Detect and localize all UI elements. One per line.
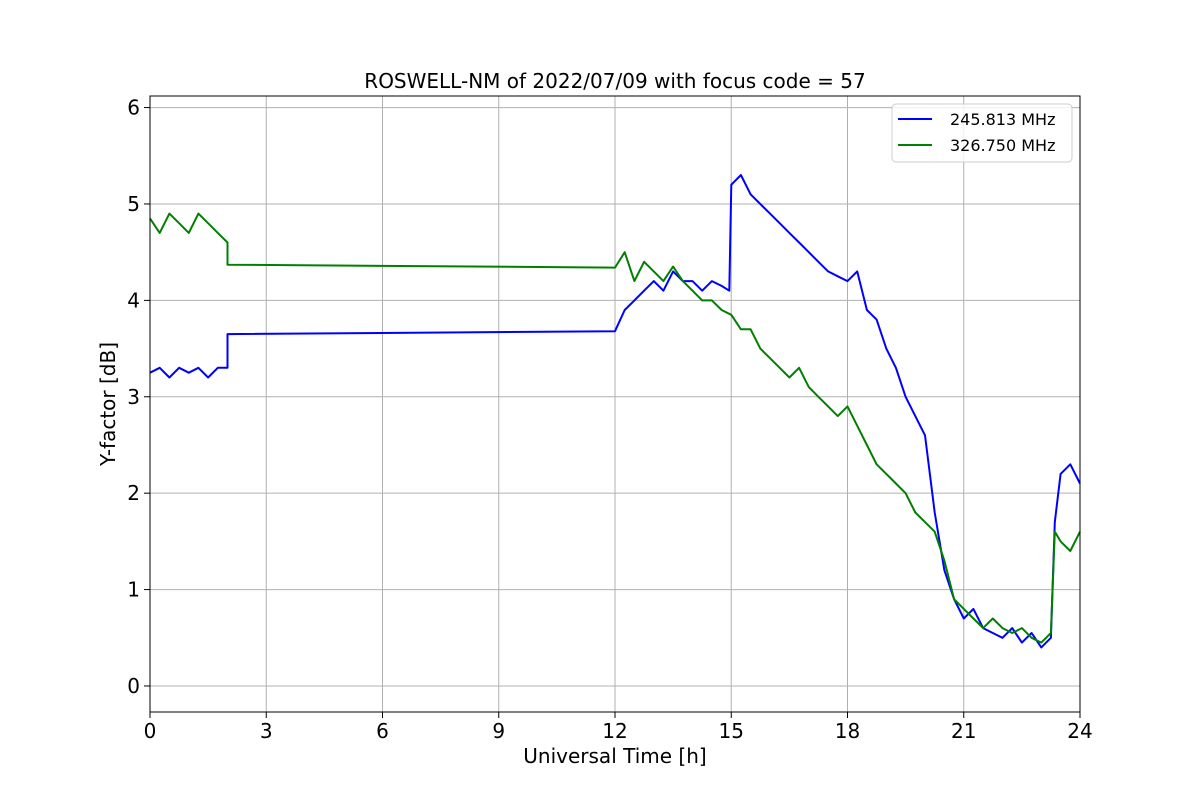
y-tick-label: 6 xyxy=(127,96,140,120)
legend: 245.813 MHz 326.750 MHz xyxy=(891,103,1073,163)
x-tick-label: 12 xyxy=(602,719,627,743)
y-tick-label: 4 xyxy=(127,288,140,312)
series-line-1 xyxy=(149,212,1081,644)
chart-title: ROSWELL-NM of 2022/07/09 with focus code… xyxy=(364,69,865,93)
legend-frame xyxy=(891,103,1073,163)
series-line-0 xyxy=(149,174,1081,649)
y-tick-label: 1 xyxy=(127,578,140,602)
legend-label-326-mhz: 326.750 MHz xyxy=(950,136,1055,155)
y-tick-label: 0 xyxy=(127,674,140,698)
x-tick-label: 3 xyxy=(260,719,273,743)
x-tick-label: 18 xyxy=(835,719,860,743)
x-tick-label: 9 xyxy=(492,719,505,743)
x-tick-label: 6 xyxy=(376,719,389,743)
x-tick-label: 24 xyxy=(1067,719,1092,743)
y-axis-label: Y-factor [dB] xyxy=(96,342,120,467)
x-tick-label: 15 xyxy=(719,719,744,743)
y-tick-label: 5 xyxy=(127,192,140,216)
x-tick-label: 21 xyxy=(951,719,976,743)
legend-label-245-mhz: 245.813 MHz xyxy=(950,110,1055,129)
x-axis-label: Universal Time [h] xyxy=(523,744,706,768)
x-tick-label: 0 xyxy=(144,719,157,743)
y-tick-label: 3 xyxy=(127,385,140,409)
y-tick-label: 2 xyxy=(127,481,140,505)
series-layer xyxy=(149,174,1081,649)
